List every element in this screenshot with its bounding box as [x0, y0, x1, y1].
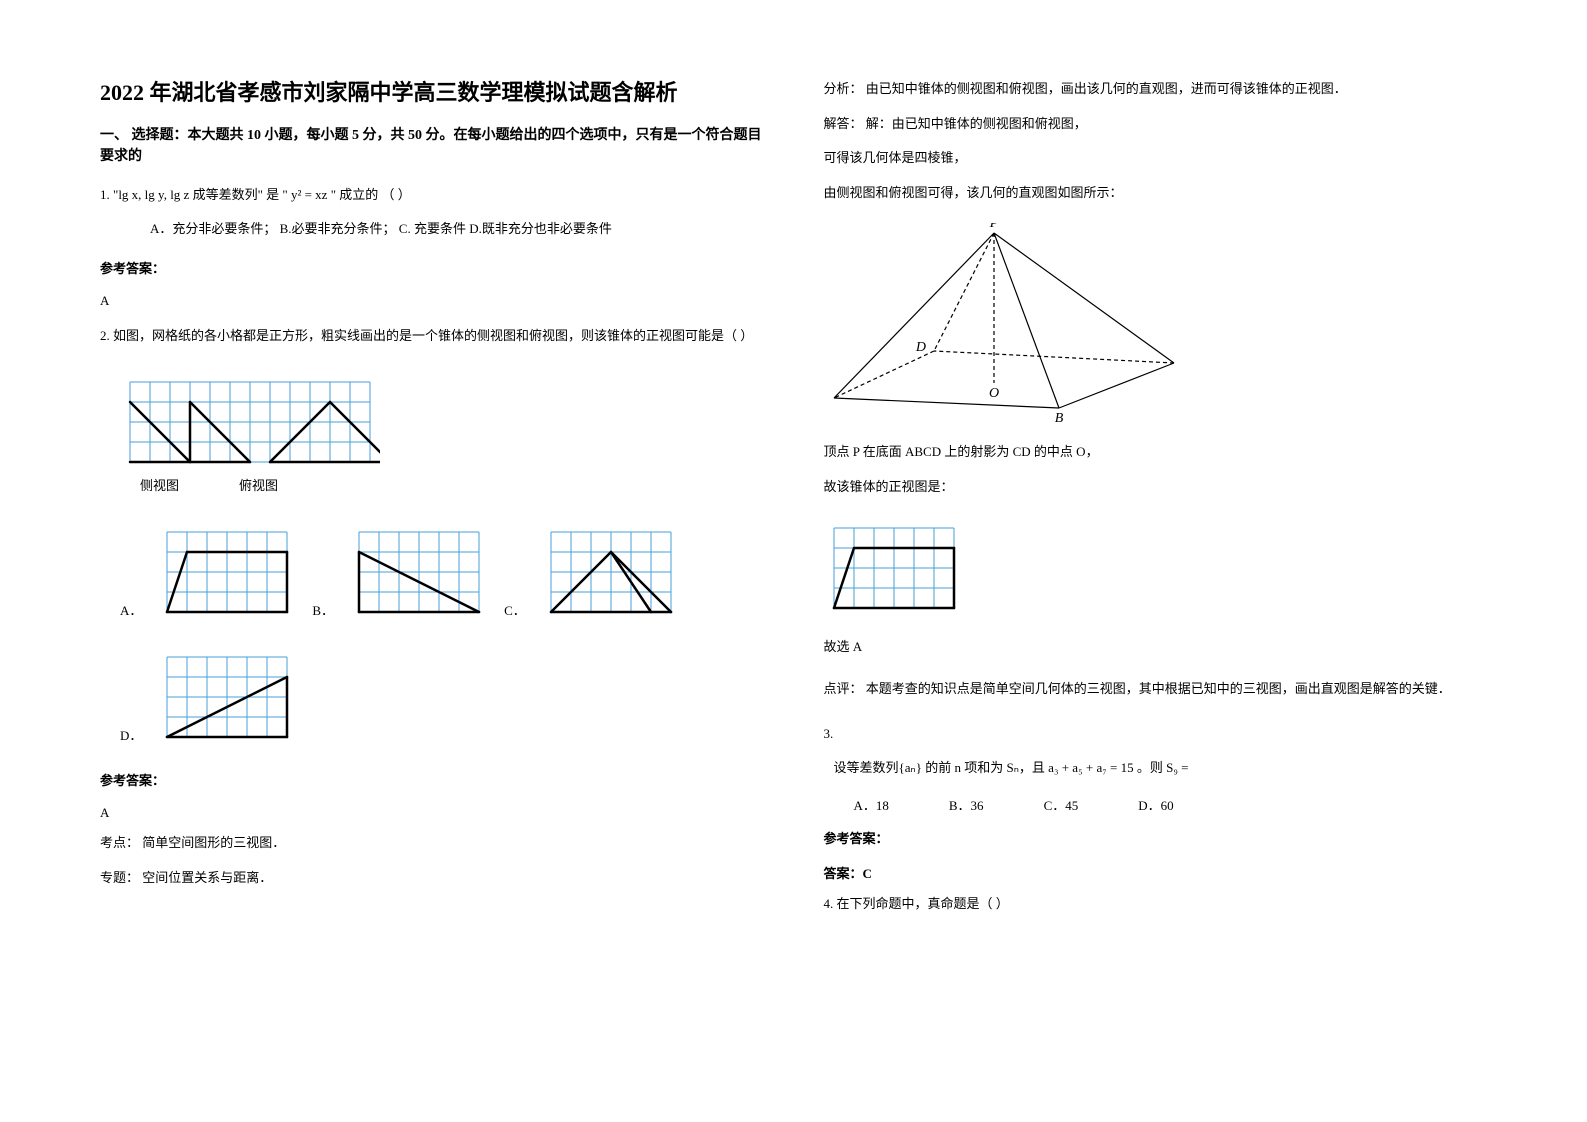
q1-options: A．充分非必要条件； B.必要非充分条件； C. 充要条件 D.既非充分也非必要… — [100, 216, 764, 242]
q3-mid1: 的前 — [922, 760, 955, 775]
top-view-label: 俯视图 — [239, 475, 278, 494]
q1-answer: A — [100, 293, 764, 309]
q3-answer-value: C — [863, 866, 872, 881]
option-b-figure — [349, 522, 489, 622]
fenxi-text: 由已知中锥体的侧视图和俯视图，画出该几何的直观图，进而可得该锥体的正视图． — [866, 81, 1347, 96]
q2-options-row1: A． B． C． — [120, 522, 764, 622]
svg-text:D: D — [914, 340, 925, 355]
q3-opt-c: C．45 — [1044, 795, 1079, 814]
front-view-svg — [824, 518, 964, 618]
zhuanti-label: 专题： — [100, 870, 139, 885]
q3-mid2: 项和为 — [961, 760, 1007, 775]
fenxi-label: 分析： — [824, 81, 863, 96]
q3-mid3: ，且 — [1019, 760, 1048, 775]
svg-text:O: O — [988, 386, 998, 401]
q2-main-figure — [120, 372, 764, 472]
section-heading: 一、 选择题：本大题共 10 小题，每小题 5 分，共 50 分。在每小题给出的… — [100, 125, 764, 167]
zhuanti-text: 空间位置关系与距离． — [142, 870, 272, 885]
fenxi: 分析： 由已知中锥体的侧视图和俯视图，画出该几何的直观图，进而可得该锥体的正视图… — [824, 75, 1488, 104]
q2-zhuanti: 专题： 空间位置关系与距离． — [100, 864, 764, 893]
q3-opt-d: D．60 — [1138, 795, 1173, 814]
q3-end: 。则 — [1134, 760, 1167, 775]
q2-answer: A — [100, 805, 764, 821]
q2-grid-labels: 侧视图 俯视图 — [140, 475, 764, 494]
question-4: 4. 在下列命题中，真命题是（ ） — [824, 890, 1488, 919]
side-view-label: 侧视图 — [140, 475, 179, 494]
jieda-line1: 解答： 解：由已知中锥体的侧视图和俯视图， — [824, 110, 1488, 139]
q3-answer-prefix: 答案： — [824, 866, 863, 881]
option-a-figure — [157, 522, 297, 622]
right-column: 分析： 由已知中锥体的侧视图和俯视图，画出该几何的直观图，进而可得该锥体的正视图… — [824, 75, 1488, 1047]
kaodian-label: 考点： — [100, 835, 139, 850]
q3-pre: 设等差数列 — [834, 760, 899, 775]
option-d-figure — [157, 647, 297, 747]
q1-number: 1. — [100, 187, 110, 202]
svg-text:P: P — [988, 223, 998, 231]
option-a-label: A． — [120, 600, 142, 619]
left-column: 2022 年湖北省孝感市刘家隔中学高三数学理模拟试题含解析 一、 选择题：本大题… — [100, 75, 764, 1047]
q3-Sn: Sₙ — [1006, 760, 1018, 775]
q3-braces: {aₙ} — [899, 760, 922, 775]
option-b-label: B． — [312, 600, 334, 619]
q3-options: A．18 B．36 C．45 D．60 — [854, 795, 1488, 814]
question-2: 2. 如图，网格纸的各小格都是正方形，粗实线画出的是一个锥体的侧视图和俯视图，则… — [100, 323, 764, 349]
question-1: 1. "lg x, lg y, lg z 成等差数列" 是 " y² = xz … — [100, 182, 764, 208]
q3-S9: S₉ = — [1166, 760, 1188, 775]
question-3-number: 3. — [824, 720, 1488, 749]
page-title: 2022 年湖北省孝感市刘家隔中学高三数学理模拟试题含解析 — [100, 75, 764, 107]
question-3: 设等差数列{aₙ} 的前 n 项和为 Sₙ，且 a₃ + a₅ + a₇ = 1… — [834, 754, 1488, 783]
q2-kaodian: 考点： 简单空间图形的三视图． — [100, 829, 764, 858]
dianping-label: 点评： — [824, 681, 863, 696]
pyramid-svg: PABCDO — [824, 223, 1184, 423]
svg-text:B: B — [1054, 411, 1063, 423]
q3-eq: a₃ + a₅ + a₇ = 15 — [1048, 760, 1133, 775]
jieda-line4: 顶点 P 在底面 ABCD 上的射影为 CD 的中点 O， — [824, 438, 1488, 467]
jieda1-text: 解：由已知中锥体的侧视图和俯视图， — [866, 116, 1087, 131]
q2-options-row2: D． — [120, 647, 764, 747]
jieda-line3: 由侧视图和俯视图可得，该几何的直观图如图所示： — [824, 179, 1488, 208]
q3-answer: 答案：C — [824, 863, 1488, 882]
q1-mid2: " 成立的 （ ） — [327, 187, 410, 202]
q3-opt-b: B．36 — [949, 795, 984, 814]
jieda-line2: 可得该几何体是四棱锥， — [824, 144, 1488, 173]
q1-formula1: lg x, lg y, lg z — [118, 187, 189, 202]
kaodian-text: 简单空间图形的三视图． — [142, 835, 285, 850]
q1-formula2: y² = xz — [291, 187, 328, 202]
q1-mid1: 成等差数列" 是 " — [189, 187, 291, 202]
jieda-line5: 故该锥体的正视图是： — [824, 473, 1488, 502]
pyramid-figure: PABCDO — [824, 223, 1488, 423]
q2-answer-label: 参考答案： — [100, 770, 764, 789]
grid-figure — [120, 372, 380, 472]
front-view-figure — [824, 518, 1488, 618]
jieda-label: 解答： — [824, 116, 863, 131]
dianping-text: 本题考查的知识点是简单空间几何体的三视图，其中根据已知中的三视图，画出直观图是解… — [866, 681, 1451, 696]
option-c-label: C． — [504, 600, 526, 619]
option-d-label: D． — [120, 725, 142, 744]
option-c-figure — [541, 522, 681, 622]
q1-answer-label: 参考答案： — [100, 258, 764, 277]
dianping: 点评： 本题考查的知识点是简单空间几何体的三视图，其中根据已知中的三视图，画出直… — [824, 675, 1488, 704]
q3-opt-a: A．18 — [854, 795, 889, 814]
jieda-line6: 故选 A — [824, 633, 1488, 662]
q3-answer-label: 参考答案： — [824, 828, 1488, 847]
